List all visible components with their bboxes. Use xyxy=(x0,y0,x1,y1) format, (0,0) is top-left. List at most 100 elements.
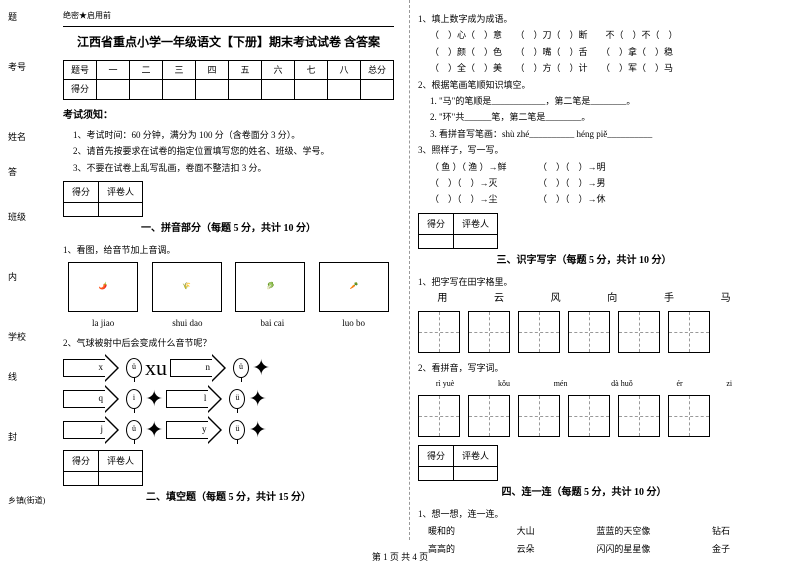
sidebar-label: 姓名 xyxy=(8,130,26,143)
th: 五 xyxy=(229,60,262,79)
fill-line[interactable]: （ ）（ ）→尘 （ ）（ ）→休 xyxy=(430,192,750,206)
th: 三 xyxy=(163,60,196,79)
td[interactable] xyxy=(454,235,498,249)
td[interactable] xyxy=(262,80,295,99)
score-table: 题号 一 二 三 四 五 六 七 八 总分 得分 xyxy=(63,60,394,100)
star-icon: xu xyxy=(145,357,167,379)
arrow-row: q i ✦ l ü ✦ xyxy=(63,385,394,413)
td[interactable] xyxy=(328,80,361,99)
sidebar-label: 封 xyxy=(8,430,17,443)
td[interactable] xyxy=(64,203,99,217)
fill-line[interactable]: （ ）（ ）→灭 （ ）（ ）→男 xyxy=(430,176,750,190)
pinyin: ér xyxy=(676,378,682,391)
sidebar-label: 乡镇(街道) xyxy=(8,495,45,506)
match-item: 蓝蓝的天空像 xyxy=(596,524,650,538)
fill-line[interactable]: （ ）全（ ）美 （ ）方（ ）计 （ ）军（ ）马 xyxy=(430,61,750,75)
tian-grid[interactable] xyxy=(418,395,460,437)
vegetable-image: 🌾 xyxy=(152,262,222,312)
pinyin: mén xyxy=(554,378,568,391)
eval-table: 得分评卷人 xyxy=(63,181,143,217)
td[interactable] xyxy=(361,80,394,99)
pinyin: zi xyxy=(726,378,732,391)
td[interactable] xyxy=(196,80,229,99)
char-labels: 用 云 风 向 手 马 xyxy=(418,291,750,307)
image-row: 🌶️ 🌾 🥬 🥕 xyxy=(63,262,394,312)
td[interactable] xyxy=(99,203,143,217)
q3: 3、照样子，写一写。 xyxy=(418,143,750,157)
pinyin: shui dao xyxy=(172,316,202,330)
th: 得分 xyxy=(64,450,99,471)
tian-grid[interactable] xyxy=(568,395,610,437)
th: 评卷人 xyxy=(99,450,143,471)
arrow-text: j xyxy=(63,421,105,439)
pinyin: dà huǒ xyxy=(611,378,633,391)
sidebar-label: 班级 xyxy=(8,210,26,223)
sidebar-label: 内 xyxy=(8,270,17,283)
td[interactable] xyxy=(64,471,99,485)
th: 七 xyxy=(295,60,328,79)
notice-list: 1、考试时间：60 分钟，满分为 100 分（含卷面分 3 分）。 2、请首先按… xyxy=(73,128,394,175)
td[interactable] xyxy=(419,467,454,481)
char: 向 xyxy=(607,291,617,307)
tian-grid[interactable] xyxy=(618,311,660,353)
pinyin-row: la jiao shui dao bai cai luo bo xyxy=(63,316,394,330)
fill-blanks: （ ）心（ ）意 （ ）刀（ ）断 不（ ）不（ ） （ ）颜（ ）色 （ ）嘴… xyxy=(430,28,750,75)
tian-grid[interactable] xyxy=(418,311,460,353)
tian-grid[interactable] xyxy=(468,395,510,437)
tian-grid[interactable] xyxy=(668,311,710,353)
tian-grid[interactable] xyxy=(518,395,560,437)
tian-grid[interactable] xyxy=(468,311,510,353)
td[interactable] xyxy=(163,80,196,99)
arrow-text: y xyxy=(166,421,208,439)
td[interactable] xyxy=(295,80,328,99)
balloon-icon: ü xyxy=(233,358,249,378)
fill-line[interactable]: （ 鱼 ）（ 渔 ）→鲜 （ ）（ ）→明 xyxy=(430,160,750,174)
fill-line[interactable]: 2. "环"共______笔，第二笔是________。 xyxy=(430,110,750,124)
td[interactable] xyxy=(419,235,454,249)
arrow-icon: j xyxy=(63,416,123,444)
eval-table: 得分评卷人 xyxy=(63,450,143,486)
star-icon: ✦ xyxy=(248,419,266,441)
balloon-icon: ü xyxy=(126,358,142,378)
th: 总分 xyxy=(361,60,394,79)
td[interactable] xyxy=(97,80,130,99)
notice-item: 3、不要在试卷上乱写乱画，卷面不整洁扣 3 分。 xyxy=(73,161,394,175)
tian-grid-row xyxy=(418,395,750,437)
tian-grid[interactable] xyxy=(618,395,660,437)
arrow-icon: q xyxy=(63,385,123,413)
char: 马 xyxy=(721,291,731,307)
tian-grid[interactable] xyxy=(518,311,560,353)
fill-line[interactable]: （ ）心（ ）意 （ ）刀（ ）断 不（ ）不（ ） xyxy=(430,28,750,42)
th: 评卷人 xyxy=(454,213,498,234)
tian-grid[interactable] xyxy=(568,311,610,353)
tian-grid[interactable] xyxy=(668,395,710,437)
th: 评卷人 xyxy=(454,445,498,466)
fill-line[interactable]: （ ）颜（ ）色 （ ）嘴（ ）舌 （ ）拿（ ）稳 xyxy=(430,45,750,59)
fill-line[interactable]: 1. "马"的笔顺是____________，第二笔是________。 xyxy=(430,94,750,108)
td[interactable] xyxy=(130,80,163,99)
arrow-icon: y xyxy=(166,416,226,444)
th: 四 xyxy=(196,60,229,79)
th: 得分 xyxy=(64,181,99,202)
th: 评卷人 xyxy=(99,181,143,202)
balloon-icon: ü xyxy=(229,389,245,409)
vegetable-image: 🥕 xyxy=(319,262,389,312)
q1: 1、填上数字成为成语。 xyxy=(418,12,750,26)
eval-table: 得分评卷人 xyxy=(418,445,498,481)
fill-blanks: （ 鱼 ）（ 渔 ）→鲜 （ ）（ ）→明 （ ）（ ）→灭 （ ）（ ）→男 … xyxy=(430,160,750,207)
char: 用 xyxy=(437,291,447,307)
page-footer: 第 1 页 共 4 页 xyxy=(0,550,800,563)
arrow-text: q xyxy=(63,390,105,408)
sidebar-label: 考号 xyxy=(8,60,26,73)
td[interactable] xyxy=(454,467,498,481)
fill-line[interactable]: 3. 看拼音写笔画：shù zhé__________ héng piě____… xyxy=(430,127,750,141)
balloon-icon: ü xyxy=(126,420,142,440)
match-item: 钻石 xyxy=(712,524,730,538)
th: 一 xyxy=(97,60,130,79)
star-icon: ✦ xyxy=(145,388,163,410)
match-item: 暖和的 xyxy=(428,524,455,538)
part4-title: 四、连一连（每题 5 分，共计 10 分） xyxy=(418,485,750,501)
td[interactable] xyxy=(229,80,262,99)
td[interactable] xyxy=(99,471,143,485)
fill-blanks: 1. "马"的笔顺是____________，第二笔是________。 2. … xyxy=(430,94,750,141)
